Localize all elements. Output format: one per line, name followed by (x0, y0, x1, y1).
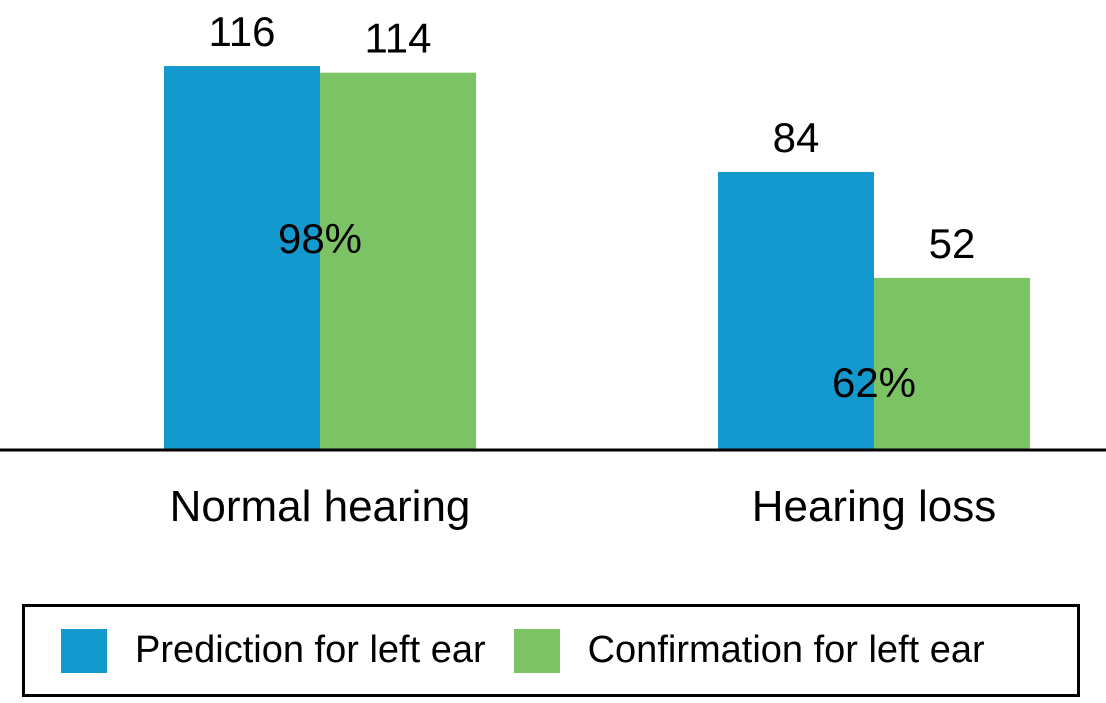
ratio-label-hearing-loss: 62% (832, 359, 916, 406)
data-label-normal-hearing-prediction: 116 (209, 8, 276, 55)
data-label-hearing-loss-prediction: 84 (773, 114, 820, 161)
bar-chart: 116 114 Normal hearing 98% 84 52 Hearing loss 6… (0, 8, 1106, 531)
legend: Prediction for left ear Confirmation for… (22, 604, 1080, 697)
bar-normal-hearing-confirmation (320, 72, 476, 450)
labels-group: 116 114 Normal hearing 98% 84 52 Hearing loss 6… (170, 8, 997, 531)
bars-group (164, 66, 1030, 450)
legend-swatch-prediction (61, 628, 107, 673)
legend-label-prediction: Prediction for left ear (135, 629, 486, 671)
legend-item-confirmation: Confirmation for left ear (513, 607, 985, 694)
data-label-hearing-loss-confirmation: 52 (929, 220, 976, 267)
bar-normal-hearing-prediction (164, 66, 320, 450)
data-label-normal-hearing-confirmation: 114 (365, 15, 432, 62)
legend-swatch-confirmation (513, 628, 560, 673)
category-label-normal-hearing: Normal hearing (170, 482, 471, 531)
category-label-hearing-loss: Hearing loss (752, 482, 997, 531)
bar-hearing-loss-prediction (718, 171, 874, 450)
legend-label-confirmation: Confirmation for left ear (587, 629, 985, 671)
bar-hearing-loss-confirmation (874, 277, 1030, 450)
legend-item-prediction: Prediction for left ear (61, 607, 486, 694)
ratio-label-normal-hearing: 98% (278, 215, 362, 262)
